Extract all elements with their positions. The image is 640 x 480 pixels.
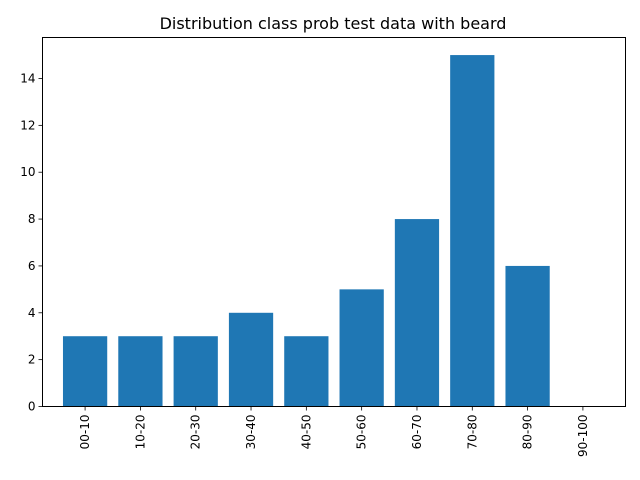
bar-80-90 (505, 265, 550, 407)
chart-title: Distribution class prob test data with b… (160, 14, 507, 33)
x-tick-label: 90-100 (576, 415, 590, 458)
y-tick-label: 8 (28, 212, 36, 226)
bars-group (62, 55, 550, 407)
x-tick-label: 40-50 (299, 415, 313, 450)
y-tick-label: 10 (20, 165, 35, 179)
x-tick-label: 70-80 (465, 415, 479, 450)
bar-20-30 (173, 336, 218, 407)
y-axis: 0 2 4 6 8 10 12 14 (20, 72, 43, 414)
bar-10-20 (118, 336, 163, 407)
y-tick-label: 2 (28, 353, 36, 367)
bar-70-80 (450, 55, 495, 407)
x-tick-label: 80-90 (521, 415, 535, 450)
x-tick-label: 50-60 (355, 415, 369, 450)
y-tick-label: 0 (28, 400, 36, 414)
bar-60-70 (394, 219, 440, 407)
y-tick-label: 6 (28, 259, 36, 273)
bar-00-10 (62, 336, 108, 407)
x-tick-label: 60-70 (410, 415, 424, 450)
x-tick-label: 00-10 (78, 415, 92, 450)
bar-40-50 (284, 336, 329, 407)
bar-50-60 (339, 289, 384, 407)
x-tick-label: 20-30 (189, 415, 203, 450)
y-tick-label: 14 (20, 72, 35, 86)
y-tick-label: 4 (28, 306, 36, 320)
bar-30-40 (228, 312, 274, 407)
plot-frame (42, 37, 626, 407)
x-tick-label: 10-20 (133, 415, 147, 450)
y-tick-label: 12 (20, 118, 35, 132)
x-tick-label: 30-40 (244, 415, 258, 450)
x-axis: 00-10 10-20 20-30 30-40 40-50 50-60 60-70 70-80… (78, 406, 590, 458)
